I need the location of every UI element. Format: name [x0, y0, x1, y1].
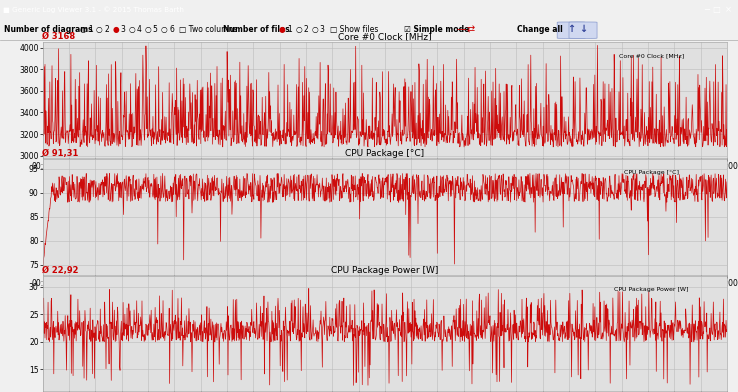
Text: ☑ Simple mode: ☑ Simple mode [404, 25, 470, 34]
Text: □ Show files: □ Show files [330, 25, 379, 34]
Text: □: □ [713, 5, 720, 14]
Text: ⇄: ⇄ [466, 24, 475, 34]
Text: 1: 1 [287, 25, 292, 34]
Text: ○: ○ [311, 25, 318, 34]
Text: Ø 91,31: Ø 91,31 [42, 149, 78, 158]
Title: CPU Package Power [W]: CPU Package Power [W] [331, 266, 438, 275]
Text: ↑: ↑ [567, 24, 576, 34]
Text: ○: ○ [80, 25, 86, 34]
Text: 3: 3 [120, 25, 125, 34]
Text: ○: ○ [161, 25, 168, 34]
Title: CPU Package [°C]: CPU Package [°C] [345, 149, 424, 158]
Text: 6: 6 [169, 25, 174, 34]
Text: ○: ○ [145, 25, 151, 34]
Text: 3: 3 [320, 25, 325, 34]
Text: 4: 4 [137, 25, 142, 34]
Text: Number of files: Number of files [223, 25, 289, 34]
Text: Change all: Change all [517, 25, 562, 34]
Text: ○: ○ [128, 25, 135, 34]
FancyBboxPatch shape [557, 22, 585, 38]
Text: CPU Package [°C]: CPU Package [°C] [624, 170, 679, 175]
Text: —: — [456, 24, 466, 34]
Text: □ Two columns: □ Two columns [179, 25, 238, 34]
Text: Ø 22,92: Ø 22,92 [42, 266, 79, 275]
Text: −: − [703, 5, 710, 14]
Text: Ø 3168: Ø 3168 [42, 32, 75, 41]
Text: CPU Package Power [W]: CPU Package Power [W] [615, 287, 689, 292]
Text: 5: 5 [153, 25, 158, 34]
Text: ●: ● [279, 25, 286, 34]
Text: 1: 1 [88, 25, 92, 34]
Text: Number of diagrams: Number of diagrams [4, 25, 93, 34]
Text: ↓: ↓ [579, 24, 587, 34]
Text: ○: ○ [295, 25, 302, 34]
Text: 2: 2 [303, 25, 308, 34]
Text: ×: × [725, 5, 732, 14]
Text: ●: ● [112, 25, 119, 34]
Text: Core #0 Clock [MHz]: Core #0 Clock [MHz] [619, 53, 684, 58]
Text: 2: 2 [104, 25, 108, 34]
Title: Core #0 Clock [MHz]: Core #0 Clock [MHz] [338, 33, 432, 42]
Text: ■ Generic Log Viewer 3.1 - © 2015 Thomas Barth: ■ Generic Log Viewer 3.1 - © 2015 Thomas… [3, 6, 184, 13]
FancyBboxPatch shape [569, 22, 597, 38]
Text: ○: ○ [96, 25, 103, 34]
